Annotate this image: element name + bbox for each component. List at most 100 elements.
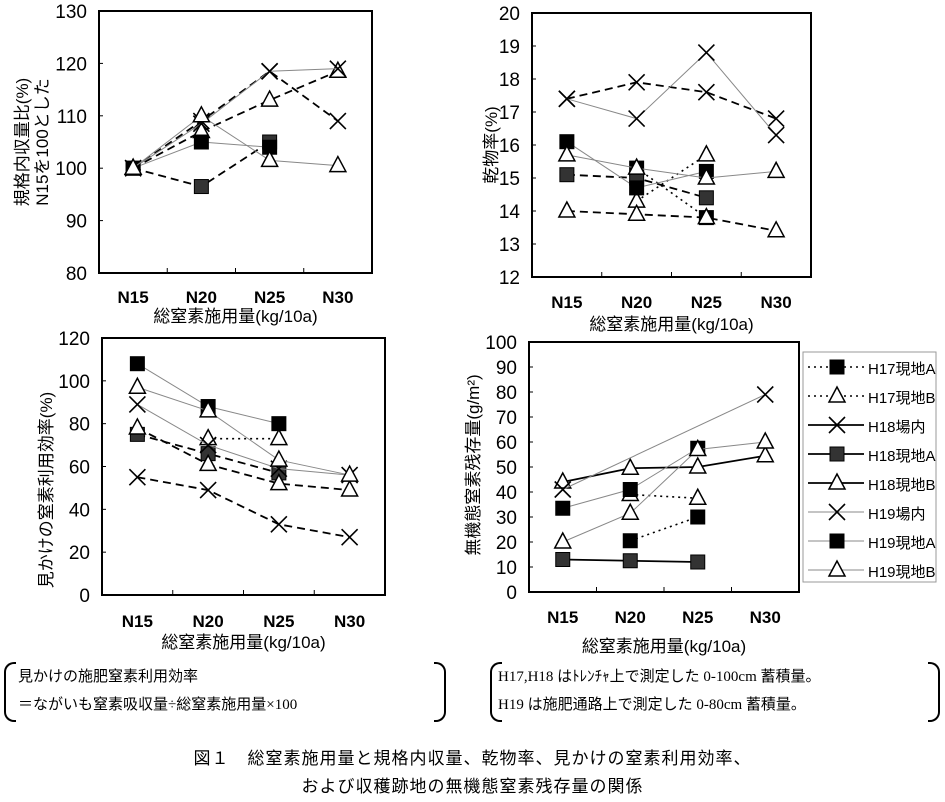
data-point-triangle-marker [269,473,289,491]
figure-caption-line-2: および収穫跡地の無機態窒素残存量の関係 [301,777,644,796]
x-tick-label: N15 [551,293,582,312]
legend-item: H17現地B [808,385,936,407]
data-point-square-marker [193,134,209,150]
legend: H17現地A H17現地B H18場内 H18現地A H18現地B H19場内 H19現地A… [802,351,937,583]
data-point-square-marker [698,190,714,206]
data-point-x-marker [697,44,715,62]
data-point-triangle-marker [557,200,577,218]
legend-label: H19場内 [868,506,926,523]
data-point-x-marker [199,481,217,499]
y-tick-label: 50 [496,458,517,479]
bracket-right-open [490,662,502,722]
legend-item: H19場内 [808,503,926,523]
legend-label: H17現地B [868,390,936,407]
plot-area [101,337,386,596]
series-H19場内 [558,44,785,144]
y-tick-label: 13 [499,235,520,256]
series-line [137,433,280,474]
data-point-square-marker [629,180,645,196]
data-point-triangle-marker [766,220,786,238]
data-point-square-marker [559,167,575,183]
y-tick-label: 120 [55,54,87,75]
series-H19現地B [123,105,348,175]
series-line [132,115,338,169]
x-axis-title: 総窒素施用量(kg/10a) [582,637,746,656]
data-point-x-marker [756,385,774,404]
legend-x-marker [828,416,846,434]
series-H17現地B [627,144,716,208]
x-tick-label: N25 [263,612,294,631]
series-line [636,154,707,202]
data-point-triangle-marker [553,531,572,549]
data-point-triangle-marker [627,157,646,175]
x-tick-label: N15 [118,288,149,307]
series-line [132,68,338,169]
data-point-triangle-marker [123,157,143,175]
x-tick-label: N20 [186,288,217,307]
y-tick-label: 100 [485,333,517,354]
legend-item: H18場内 [808,416,926,436]
series-line [137,476,350,539]
y-tick-label: 20 [69,543,90,564]
y-tick-label: 80 [66,264,87,285]
data-point-triangle-marker [621,457,640,475]
legend-square-marker [829,359,845,375]
series-H18場内 [128,468,359,546]
x-tick-label: N20 [615,608,646,627]
data-point-triangle-marker [557,144,577,162]
legend-square-marker [829,533,845,549]
data-point-triangle-marker [198,400,218,418]
data-point-square-marker [271,416,287,432]
y-axis-title: N15を100とした [33,78,52,206]
legend-label: H19現地B [868,564,936,581]
x-tick-label: N20 [621,293,652,312]
y-tick-label: 90 [496,358,517,379]
legend-box [802,351,937,583]
y-tick-label: 20 [499,4,520,25]
data-point-x-marker [767,126,785,144]
data-point-triangle-marker [128,376,147,395]
data-point-x-marker [128,395,146,413]
data-point-x-marker [199,436,217,454]
data-point-square-marker [690,509,706,525]
note-right-line-1: H17,H18 はﾄﾚﾝﾁｬ上で測定した 0-100cm 蓄積量。 [498,669,821,685]
data-point-x-marker [329,112,347,130]
legend-item: H17現地A [808,359,936,378]
x-tick-label: N30 [761,293,792,312]
y-tick-label: 40 [69,500,90,521]
data-point-triangle-marker [697,207,716,225]
y-tick-label: 15 [499,169,520,190]
series-H19場内 [554,385,774,499]
bracket-right-close [928,662,940,722]
chart-2: 12 13 14 15 16 17 18 19 20 N15 N20 N25 N30 総窒素施用量(kg/… [482,4,812,334]
data-point-triangle-marker [269,449,289,467]
legend-triangle-marker [827,385,847,403]
series-line [137,403,350,476]
x-tick-label: N30 [334,612,365,631]
legend-label: H18現地B [868,477,936,494]
data-point-square-marker [193,179,209,195]
data-point-triangle-marker [128,417,147,435]
data-point-triangle-marker [627,203,646,222]
data-point-triangle-marker [697,167,716,185]
y-tick-label: 60 [69,458,90,479]
data-point-x-marker [697,83,715,101]
data-point-triangle-marker [260,149,279,168]
x-axis-title: 総窒素施用量(kg/10a) [589,315,753,334]
series-line [562,441,766,543]
y-tick-label: 100 [55,159,87,180]
series-H18現地B [557,200,786,238]
y-tick-label: 80 [69,415,90,436]
data-point-square-marker [622,533,638,549]
data-point-triangle-marker [192,105,211,123]
y-tick-label: 130 [55,2,87,23]
data-point-x-marker [558,90,576,108]
data-point-triangle-marker [621,502,640,520]
y-tick-label: 40 [496,483,517,504]
y-axis-title: 規格内収量比(%) [13,78,32,206]
legend-item: H19現地A [808,533,936,552]
y-tick-label: 100 [58,372,90,393]
series-line [132,70,339,169]
chart-1: 80 90 100 110 120 130 N15 N20 N25 N30 総窒素施用量(kg/10… [13,2,373,326]
